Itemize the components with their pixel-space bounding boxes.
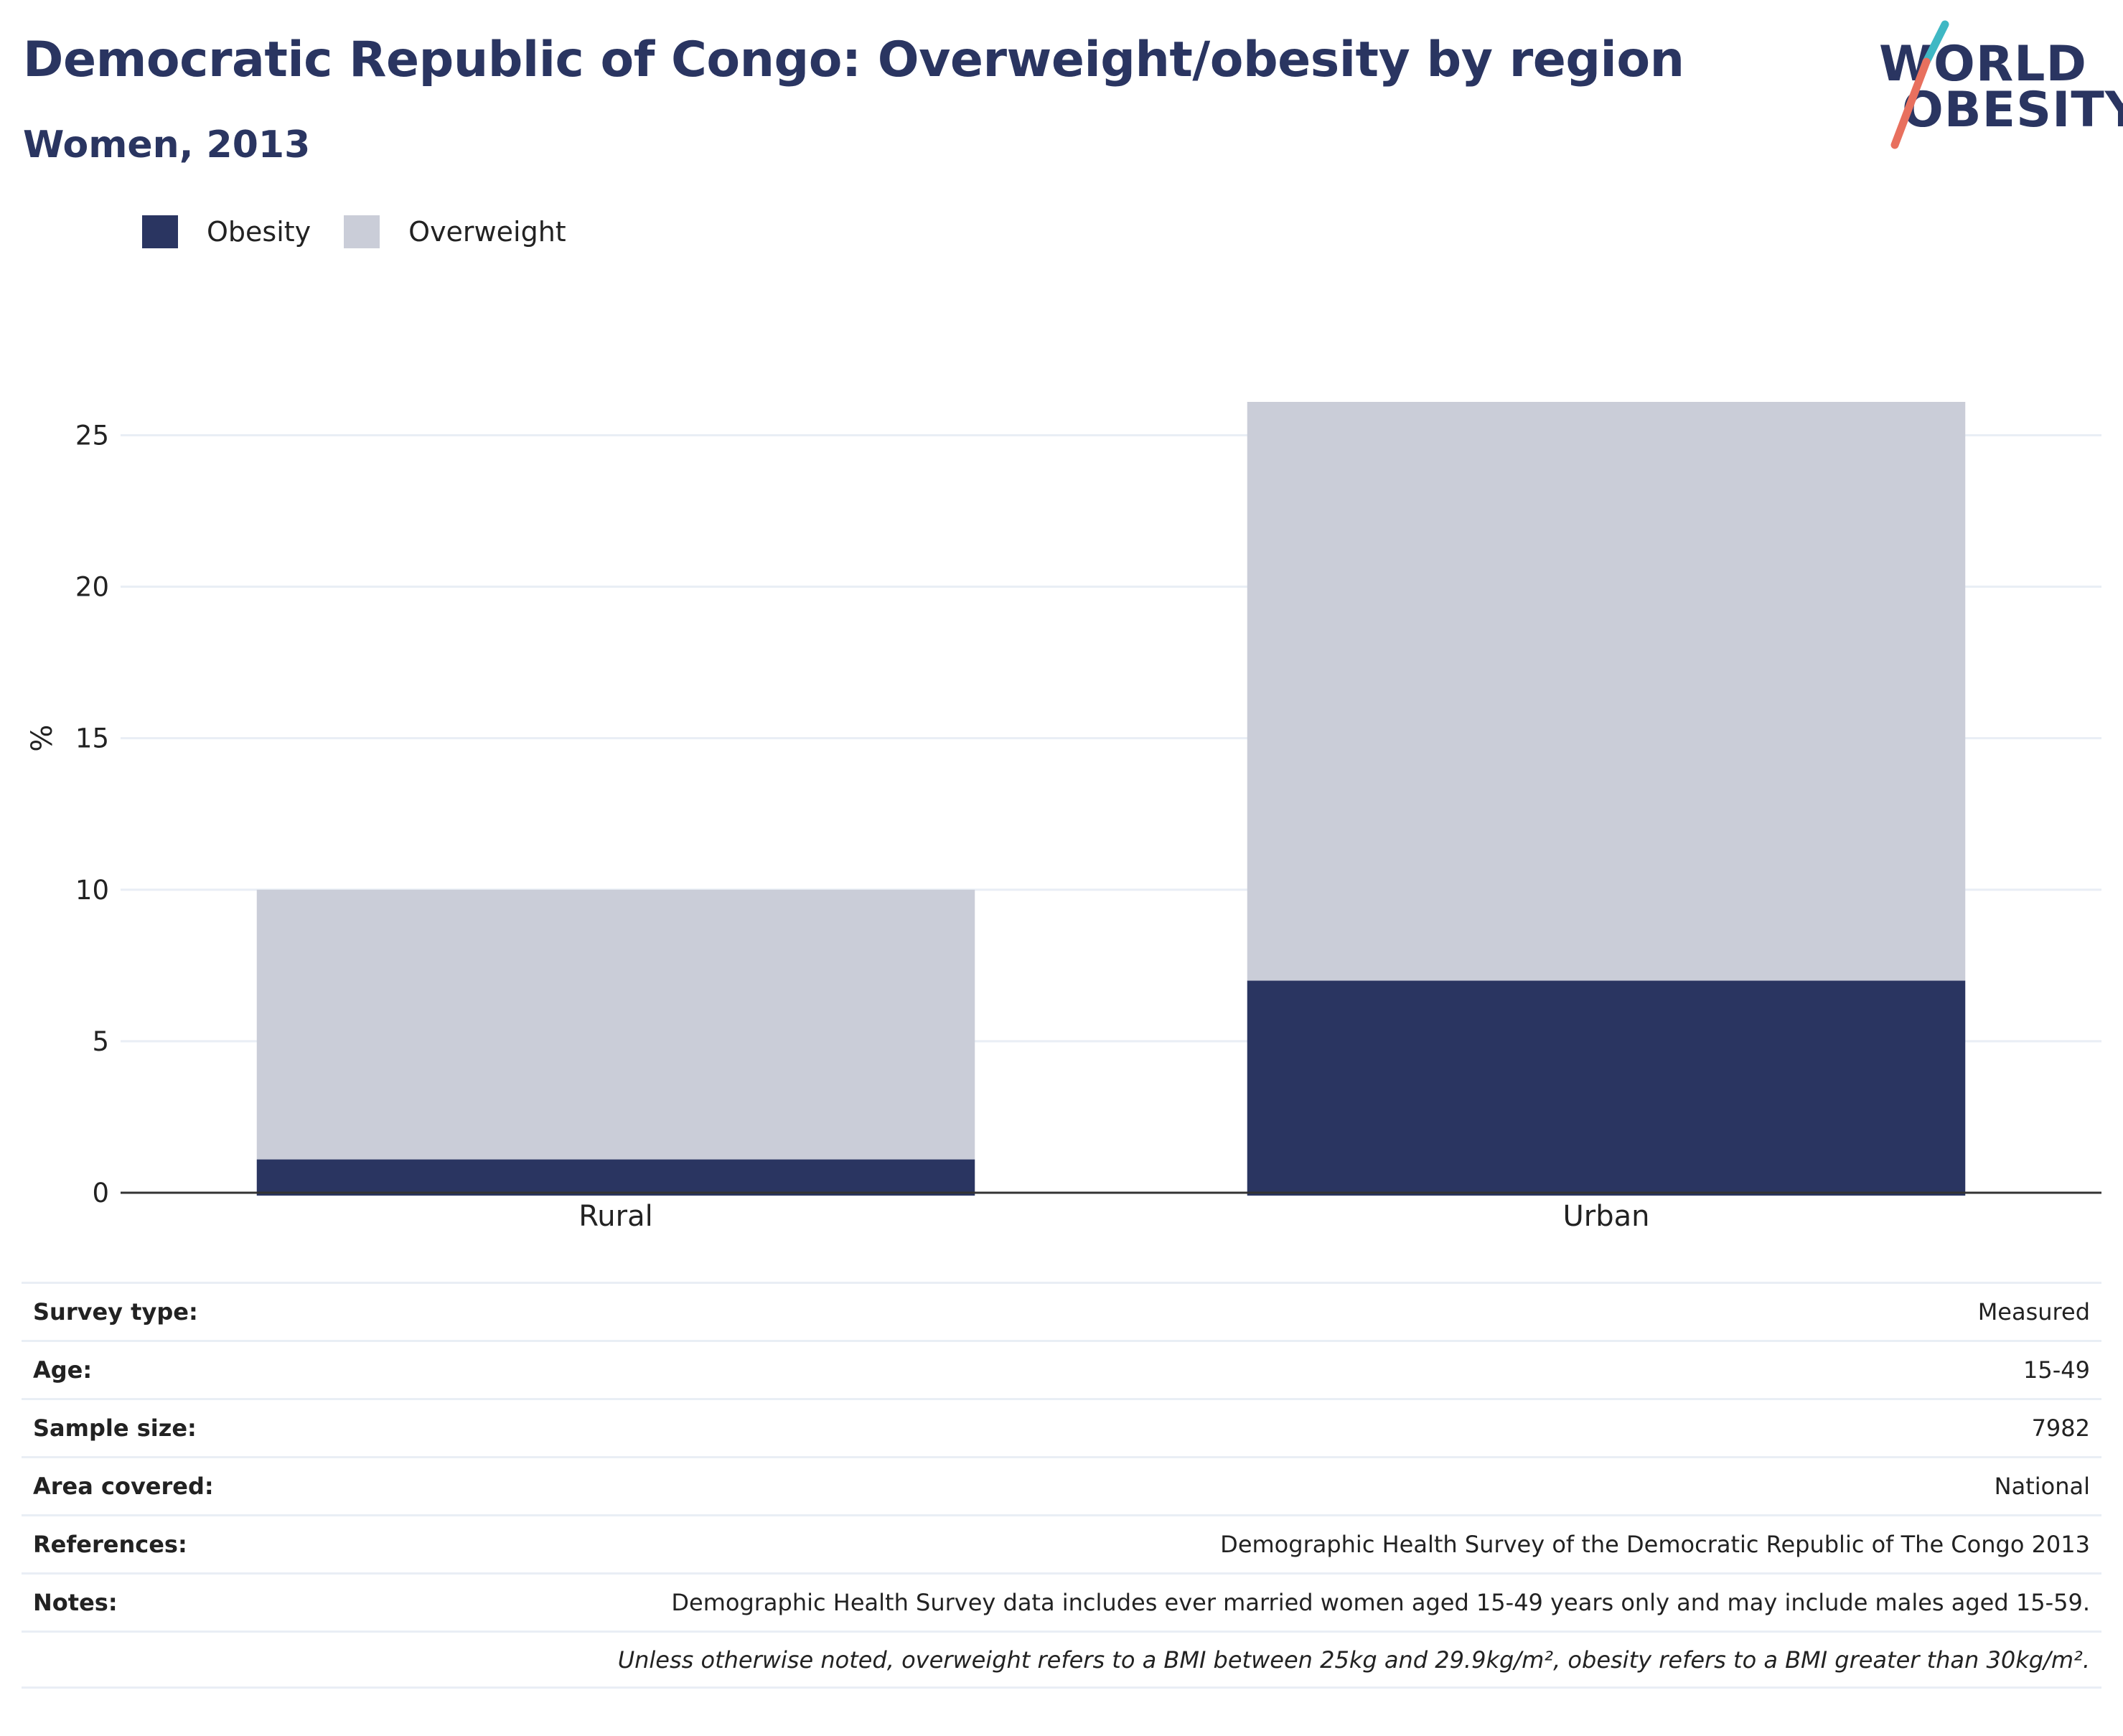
footnote-row: Unless otherwise noted, overweight refer… [22,1631,2101,1689]
bar-overweight-urban [1247,402,1966,981]
legend-label-obesity: Obesity [207,216,311,248]
y-tick-label: 10 [75,875,109,906]
info-value: 7982 [2031,1414,2090,1442]
y-tick-label: 0 [92,1178,109,1209]
x-tick-label: Urban [1563,1200,1650,1233]
logo-slash-icon [1890,20,1949,149]
chart-title: Democratic Republic of Congo: Overweight… [23,32,1684,88]
info-value: 15-49 [2023,1356,2090,1384]
world-obesity-logo: WORLD OBESITY [1866,20,2123,156]
y-tick-label: 5 [92,1026,109,1057]
logo-line-2: OBESITY [1902,82,2123,139]
logo-line-1: WORLD [1879,36,2087,93]
info-row: References: Demographic Health Survey of … [22,1514,2101,1572]
info-value: National [1994,1473,2090,1500]
info-label: Survey type: [33,1298,198,1326]
legend-swatch-overweight [344,215,380,248]
legend-item-overweight: Overweight [344,215,566,248]
stacked-bar-chart: 0 5 10 15 20 25% Rural Urban [26,402,2101,1233]
legend-item-obesity: Obesity [142,215,311,248]
info-row: Age: 15-49 [22,1340,2101,1398]
bar-obesity-rural [256,1159,975,1196]
info-label: Area covered: [33,1473,214,1500]
info-label: Sample size: [33,1414,197,1442]
survey-info-table: Survey type: Measured Age: 15-49 Sample size… [22,1282,2101,1689]
y-axis-label: % [26,725,59,752]
info-row: Survey type: Measured [22,1282,2101,1340]
bar-overweight-rural [256,889,975,1160]
info-label: Age: [33,1356,93,1384]
bar-obesity-urban [1247,980,1966,1196]
info-value: Demographic Health Survey data includes … [671,1589,2090,1616]
info-row: Area covered: National [22,1456,2101,1514]
bmi-footnote: Unless otherwise noted, overweight refer… [617,1646,2090,1674]
info-value: Demographic Health Survey of the Democra… [1220,1531,2090,1558]
y-tick-label: 15 [75,723,109,754]
info-value: Measured [1977,1298,2090,1326]
legend-swatch-obesity [142,215,178,248]
y-tick-label: 20 [75,572,109,603]
legend-label-overweight: Overweight [408,216,566,248]
info-label: Notes: [33,1589,118,1616]
info-row: Notes: Demographic Health Survey data inc… [22,1572,2101,1631]
info-label: References: [33,1531,187,1558]
info-row: Sample size: 7982 [22,1398,2101,1456]
x-tick-label: Rural [578,1200,652,1233]
chart-legend: Obesity Overweight [142,215,599,248]
chart-subtitle: Women, 2013 [23,123,311,166]
y-tick-label: 25 [75,420,109,451]
